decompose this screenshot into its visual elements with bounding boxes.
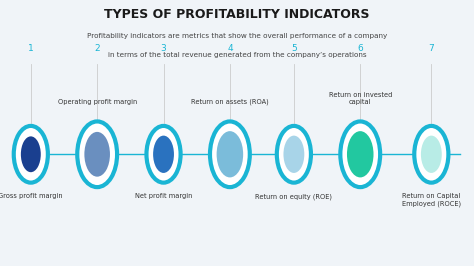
Text: 3: 3	[161, 44, 166, 53]
Text: Return on Capital
Employed (ROCE): Return on Capital Employed (ROCE)	[402, 193, 461, 207]
Ellipse shape	[277, 126, 311, 183]
Ellipse shape	[84, 132, 110, 177]
Text: Gross profit margin: Gross profit margin	[0, 193, 63, 199]
Text: 6: 6	[357, 44, 363, 53]
Ellipse shape	[153, 136, 174, 173]
Text: Net profit margin: Net profit margin	[135, 193, 192, 199]
Ellipse shape	[414, 126, 448, 183]
Text: 5: 5	[291, 44, 297, 53]
Text: Operating profit margin: Operating profit margin	[57, 99, 137, 106]
Ellipse shape	[217, 131, 243, 177]
Text: Return on equity (ROE): Return on equity (ROE)	[255, 193, 332, 200]
Text: Return on invested
capital: Return on invested capital	[328, 93, 392, 106]
Text: 1: 1	[28, 44, 34, 53]
Ellipse shape	[14, 126, 48, 183]
Ellipse shape	[210, 122, 250, 187]
Ellipse shape	[146, 126, 181, 183]
Text: 7: 7	[428, 44, 434, 53]
Text: Return on assets (ROA): Return on assets (ROA)	[191, 99, 269, 106]
Text: TYPES OF PROFITABILITY INDICATORS: TYPES OF PROFITABILITY INDICATORS	[104, 8, 370, 21]
Ellipse shape	[21, 136, 41, 172]
Text: 4: 4	[227, 44, 233, 53]
Ellipse shape	[347, 131, 374, 177]
Ellipse shape	[340, 122, 380, 187]
Ellipse shape	[77, 122, 117, 187]
Text: Profitability indicators are metrics that show the overall performance of a comp: Profitability indicators are metrics tha…	[87, 33, 387, 39]
Text: 2: 2	[94, 44, 100, 53]
Ellipse shape	[283, 136, 304, 173]
Text: in terms of the total revenue generated from the company’s operations: in terms of the total revenue generated …	[108, 52, 366, 58]
Ellipse shape	[421, 136, 442, 173]
